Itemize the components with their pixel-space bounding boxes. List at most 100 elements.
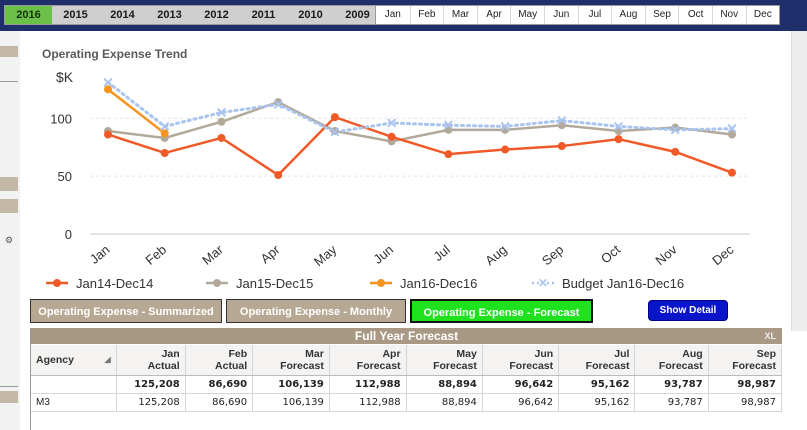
value-cell: 96,642 bbox=[482, 393, 560, 412]
legend-item[interactable]: Jan16-Dec16 bbox=[370, 274, 477, 292]
value-cell: 86,690 bbox=[185, 393, 254, 412]
data-point: ✕ bbox=[669, 122, 681, 138]
agency-cell bbox=[31, 375, 117, 394]
export-excel-button[interactable]: XL bbox=[764, 331, 776, 341]
data-point bbox=[104, 130, 112, 139]
operating-expense-chart: $K 0 50 100 Jan Feb Mar Apr May Jun Jul Aug Sep Oct… bbox=[50, 69, 750, 269]
column-header[interactable]: Jun Forecast bbox=[482, 345, 560, 376]
legend-marker-icon bbox=[46, 279, 68, 287]
column-header-kind: Forecast bbox=[356, 360, 401, 372]
year-selector: 2016 2015 2014 2013 2012 2011 2010 2009 bbox=[4, 5, 382, 25]
year-button[interactable]: 2016 bbox=[5, 6, 52, 24]
month-button[interactable]: Apr bbox=[476, 6, 511, 24]
table-header-row: Agency ◢ Jan Actual Feb Actual Mar Forecast Ap… bbox=[31, 345, 783, 376]
month-button[interactable]: Jun bbox=[543, 6, 578, 24]
chart-title: Operating Expense Trend bbox=[42, 47, 188, 61]
data-point bbox=[728, 130, 736, 139]
month-button[interactable]: Oct bbox=[678, 6, 712, 24]
value-cell: 125,208 bbox=[116, 375, 186, 394]
value-cell: 98,987 bbox=[708, 393, 783, 412]
forecast-table: Agency ◢ Jan Actual Feb Actual Mar Forecast Ap… bbox=[31, 345, 783, 412]
legend-label: Jan14-Dec14 bbox=[76, 275, 154, 291]
data-point bbox=[671, 147, 680, 156]
legend-item[interactable]: Jan15-Dec15 bbox=[206, 274, 313, 292]
year-button[interactable]: 2012 bbox=[204, 9, 229, 21]
month-button[interactable]: Feb bbox=[409, 6, 444, 24]
value-cell: 106,139 bbox=[252, 393, 330, 412]
year-button[interactable]: 2013 bbox=[157, 9, 182, 21]
side-panel-tab[interactable] bbox=[0, 177, 18, 191]
data-point: ✕ bbox=[499, 118, 511, 134]
legend-item[interactable]: ✕ Budget Jan16-Dec16 bbox=[532, 274, 684, 292]
side-panel-tab[interactable] bbox=[0, 391, 18, 403]
sort-icon[interactable]: ◢ bbox=[104, 355, 111, 364]
series-line bbox=[107, 100, 733, 143]
column-header[interactable]: Jan Actual bbox=[116, 345, 186, 376]
column-header-agency[interactable]: Agency ◢ bbox=[31, 345, 117, 376]
legend-marker-icon bbox=[370, 279, 392, 287]
column-header[interactable]: Apr Forecast bbox=[329, 345, 407, 376]
chart-legend: Jan14-Dec14 Jan15-Dec15 Jan16-Dec16 ✕ Bu… bbox=[40, 274, 780, 292]
column-header[interactable]: Jul Forecast bbox=[558, 345, 636, 376]
x-tick-label: Jan bbox=[87, 242, 113, 267]
data-point bbox=[444, 125, 453, 134]
value-cell: 88,894 bbox=[406, 393, 483, 412]
right-panel-edge bbox=[791, 31, 807, 331]
data-point: ✕ bbox=[329, 124, 341, 140]
column-header[interactable]: Aug Forecast bbox=[634, 345, 709, 376]
data-point: ✕ bbox=[726, 121, 738, 137]
value-cell: 93,787 bbox=[634, 393, 709, 412]
column-header-month: Jan bbox=[161, 348, 180, 360]
y-tick-label: 0 bbox=[65, 227, 72, 242]
column-header-kind: Forecast bbox=[732, 360, 776, 372]
value-cell: 88,894 bbox=[406, 375, 483, 394]
month-button[interactable]: Sep bbox=[644, 6, 679, 24]
settings-icon[interactable]: ⚙ bbox=[4, 235, 14, 245]
month-button[interactable]: Nov bbox=[711, 6, 746, 24]
month-button[interactable]: Jul bbox=[577, 6, 612, 24]
x-tick-label: Nov bbox=[652, 242, 680, 269]
column-header-kind: Forecast bbox=[433, 360, 477, 372]
month-button[interactable]: Aug bbox=[611, 6, 645, 24]
tab-monthly[interactable]: Operating Expense - Monthly bbox=[226, 299, 406, 323]
show-detail-button[interactable]: Show Detail bbox=[649, 301, 727, 320]
data-point bbox=[614, 135, 623, 144]
side-panel-tab[interactable] bbox=[0, 199, 18, 213]
year-button[interactable]: 2011 bbox=[251, 9, 276, 21]
month-button[interactable]: May bbox=[510, 6, 544, 24]
month-button[interactable]: Jan bbox=[384, 9, 401, 20]
x-tick-label: Apr bbox=[258, 241, 284, 266]
x-tick-label: Oct bbox=[598, 242, 623, 267]
year-button[interactable]: 2010 bbox=[298, 9, 323, 21]
column-header-kind: Actual bbox=[215, 360, 248, 372]
column-header[interactable]: Mar Forecast bbox=[252, 345, 330, 376]
column-header-month: Aug bbox=[682, 348, 703, 360]
column-header[interactable]: Feb Actual bbox=[185, 345, 254, 376]
column-header[interactable]: Sep Forecast bbox=[708, 345, 783, 376]
y-tick-label: 100 bbox=[50, 111, 72, 126]
month-button[interactable]: Mar bbox=[443, 6, 477, 24]
data-point: ✕ bbox=[442, 117, 454, 133]
year-button[interactable]: 2015 bbox=[63, 9, 88, 21]
x-tick-label: Feb bbox=[142, 242, 169, 268]
data-point bbox=[330, 127, 339, 136]
column-header-kind: Forecast bbox=[509, 360, 554, 372]
column-header[interactable]: May Forecast bbox=[406, 345, 483, 376]
legend-item[interactable]: Jan14-Dec14 bbox=[46, 274, 153, 292]
data-point bbox=[274, 170, 283, 179]
month-button[interactable]: Dec bbox=[745, 6, 780, 24]
year-button[interactable]: 2009 bbox=[345, 9, 370, 21]
column-header-month: Jun bbox=[534, 348, 554, 360]
year-button[interactable]: 2014 bbox=[110, 9, 135, 21]
legend-label: Jan16-Dec16 bbox=[400, 275, 478, 291]
column-header-kind: Actual bbox=[147, 360, 180, 372]
value-cell: 98,987 bbox=[708, 375, 783, 394]
data-point: ✕ bbox=[386, 115, 398, 131]
table-row[interactable]: M3 125,208 86,690 106,139 112,988 88,894 96,64… bbox=[31, 393, 783, 412]
table-total-row[interactable]: 125,208 86,690 106,139 112,988 88,894 96,642 9… bbox=[31, 375, 783, 394]
data-point bbox=[217, 133, 226, 142]
data-point bbox=[614, 127, 623, 136]
tab-forecast[interactable]: Operating Expense - Forecast bbox=[410, 299, 593, 323]
side-panel-tab[interactable] bbox=[0, 46, 18, 57]
tab-summarized[interactable]: Operating Expense - Summarized bbox=[30, 299, 222, 323]
